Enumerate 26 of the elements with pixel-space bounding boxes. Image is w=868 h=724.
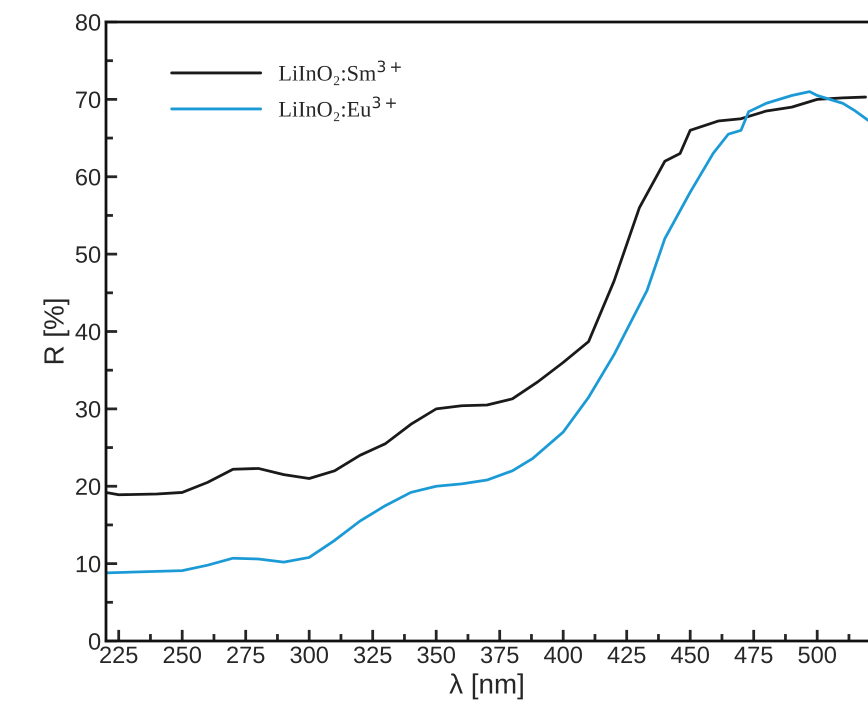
- legend-label: LiInO₂:Eu$^{3+}$: [279, 96, 396, 122]
- x-tick-label: 500: [798, 646, 836, 664]
- x-tick-label: 425: [608, 646, 646, 664]
- y-tick-label: 70: [76, 91, 100, 108]
- y-tick-label: 60: [76, 168, 100, 186]
- y-tick-label: 50: [76, 246, 100, 263]
- x-tick-label: 300: [290, 646, 328, 664]
- y-tick-label: 40: [75, 324, 100, 340]
- y-tick-label: 0: [88, 633, 100, 650]
- x-tick-label: 400: [544, 646, 582, 664]
- x-tick-label: 250: [164, 646, 201, 664]
- x-tick-label: 350: [417, 646, 455, 664]
- legend-label: LiInO₂:Sm$^{3+}$: [279, 60, 401, 86]
- line-series: [106, 90, 868, 574]
- x-tick-label: 475: [734, 646, 772, 664]
- x-tick-label: 275: [227, 646, 264, 664]
- x-tick-label: 375: [480, 646, 518, 664]
- y-tick-label: 10: [76, 556, 100, 572]
- x-axis-title: λ [nm]: [449, 673, 523, 700]
- y-axis-title: R [%]: [43, 300, 70, 364]
- x-tick-label: 225: [100, 646, 138, 664]
- x-tick-label: 325: [354, 646, 392, 664]
- x-tick-label: 450: [671, 646, 709, 664]
- y-tick-label: 80: [76, 14, 100, 31]
- y-tick-label: 20: [76, 478, 100, 496]
- y-tick-label: 30: [76, 400, 100, 418]
